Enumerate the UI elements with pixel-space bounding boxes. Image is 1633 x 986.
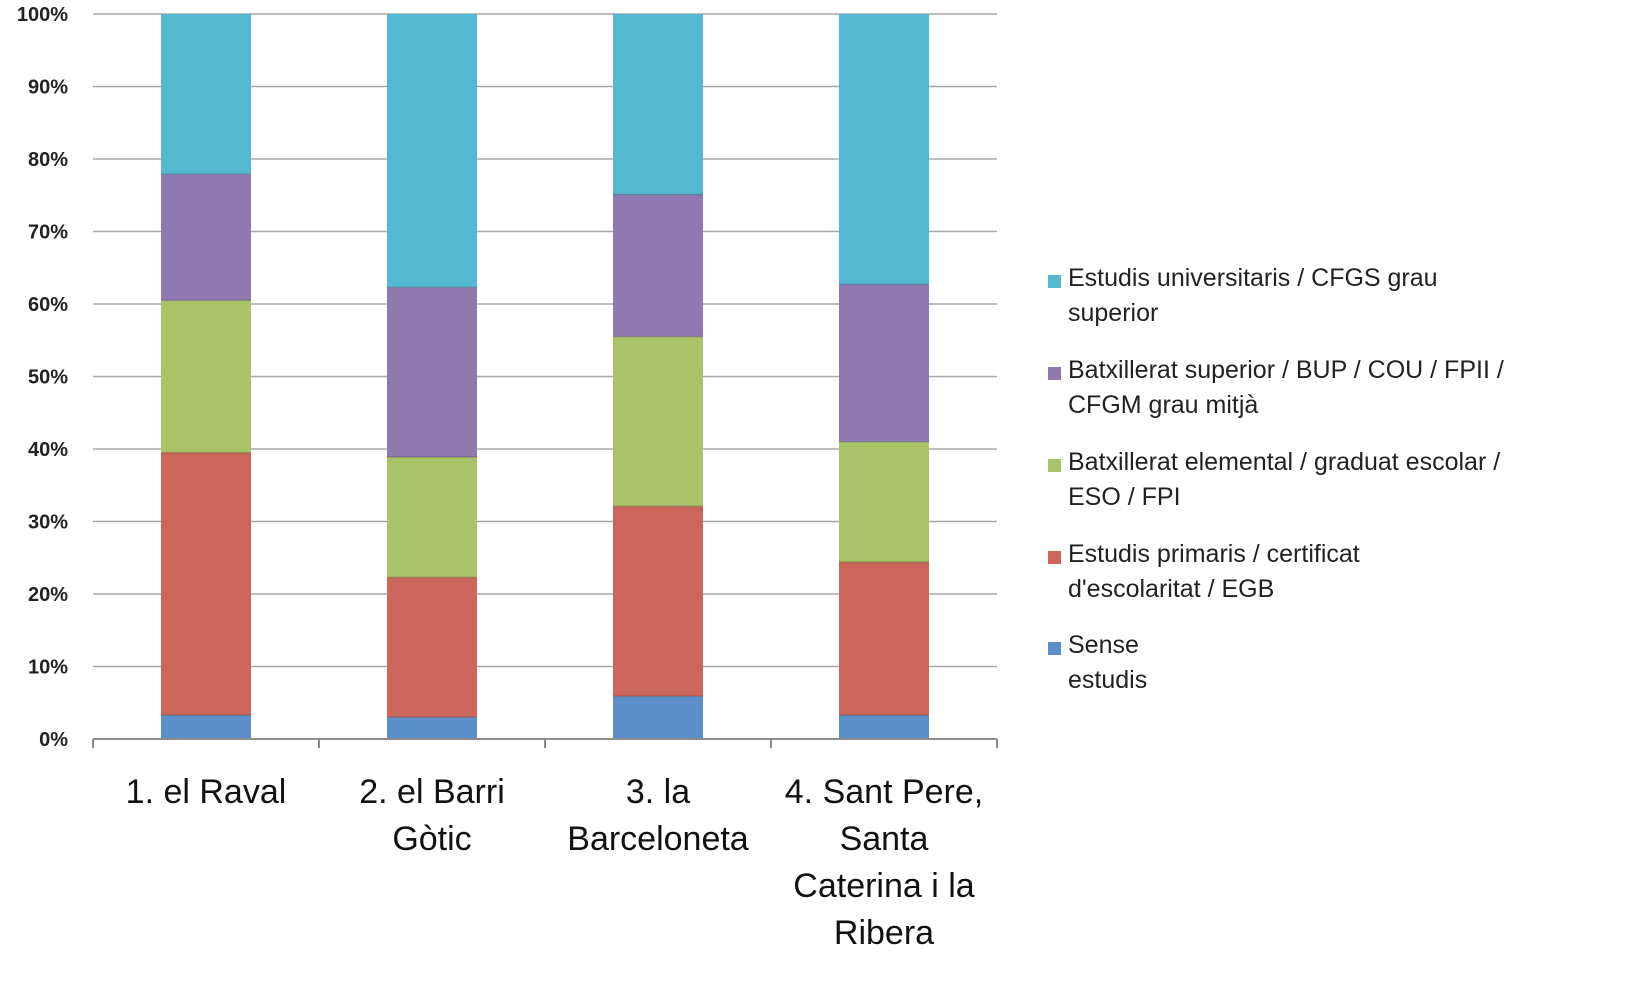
bar-segment: [839, 441, 929, 563]
x-tick-label: 3. la Barceloneta: [567, 773, 749, 858]
bar-segment: [161, 715, 251, 739]
legend-swatch: [1048, 551, 1061, 564]
x-tick-label-line: Ribera: [834, 914, 934, 952]
x-tick-label-line: 3. la: [626, 773, 690, 811]
x-tick-label-line: 2. el Barri: [359, 773, 505, 811]
legend-label-line: estudis: [1068, 666, 1147, 694]
x-tick-label-line: Gòtic: [392, 820, 471, 858]
legend-swatch: [1048, 459, 1061, 472]
y-tick-label: 60%: [28, 294, 68, 316]
x-tick-label-line: Santa: [840, 820, 929, 858]
legend-swatch: [1048, 275, 1061, 288]
bar-segment: [839, 562, 929, 716]
y-axis-tick-labels: 0% 10% 20% 30% 40% 50% 60% 70% 80% 90% 100%: [17, 4, 68, 751]
bar-segment: [839, 14, 929, 285]
bar-segment: [161, 300, 251, 453]
bar-segment: [387, 456, 477, 578]
bar-segment: [161, 174, 251, 301]
legend-label-line: Batxillerat elemental / graduat escolar …: [1068, 448, 1500, 476]
y-tick-label: 70%: [28, 222, 68, 244]
bar-segment: [613, 696, 703, 739]
legend-label-line: CFGM grau mitjà: [1068, 391, 1258, 419]
y-tick-label: 100%: [17, 4, 68, 26]
bar-segment: [161, 14, 251, 175]
x-tick-label: 2. el Barri Gòtic: [359, 773, 505, 858]
legend-label: Batxillerat superior / BUP / COU / FPII …: [1068, 356, 1504, 419]
legend-label-line: ESO / FPI: [1068, 483, 1181, 511]
y-tick-label: 10%: [28, 657, 68, 679]
legend-label-line: superior: [1068, 299, 1158, 327]
legend-swatch: [1048, 642, 1061, 655]
bar-segment: [387, 577, 477, 718]
legend-label-line: Estudis primaris / certificat: [1068, 540, 1360, 568]
x-tick-label-line: Caterina i la: [793, 867, 975, 905]
legend-label-line: Estudis universitaris / CFGS grau: [1068, 264, 1438, 292]
legend-label: Estudis primaris / certificat d'escolarit…: [1068, 540, 1360, 603]
legend: Estudis universitaris / CFGS grau superio…: [1048, 264, 1504, 694]
legend-label: Batxillerat elemental / graduat escolar …: [1068, 448, 1500, 511]
x-tick-label: 4. Sant Pere, Santa Caterina i la Ribera: [785, 773, 983, 952]
bar-segment: [161, 452, 251, 716]
legend-label-line: d'escolaritat / EGB: [1068, 575, 1274, 603]
bar-segment: [387, 14, 477, 288]
legend-swatch: [1048, 367, 1061, 380]
x-tick-label: 1. el Raval: [126, 773, 287, 811]
bars: [161, 14, 929, 739]
y-tick-label: 30%: [28, 512, 68, 534]
bar-segment: [387, 287, 477, 457]
y-tick-label: 90%: [28, 77, 68, 99]
x-axis-tick-labels: 1. el Raval 2. el Barri Gòtic 3. la Barcelon…: [126, 773, 984, 952]
x-tick-label-line: 4. Sant Pere,: [785, 773, 983, 811]
bar-segment: [613, 194, 703, 337]
bar-segment: [613, 506, 703, 697]
bar-segment: [613, 14, 703, 195]
legend-label-line: Batxillerat superior / BUP / COU / FPII …: [1068, 356, 1504, 384]
y-tick-label: 50%: [28, 367, 68, 389]
x-tick-label-line: 1. el Raval: [126, 773, 287, 811]
bar-segment: [387, 717, 477, 739]
y-tick-label: 0%: [39, 729, 68, 751]
legend-label: Estudis universitaris / CFGS grau superio…: [1068, 264, 1438, 327]
legend-label-line: Sense: [1068, 631, 1139, 659]
y-tick-label: 40%: [28, 439, 68, 461]
legend-label: Sense estudis: [1068, 631, 1147, 694]
x-axis: [92, 738, 998, 748]
x-tick-label-line: Barceloneta: [567, 820, 749, 858]
bar-segment: [613, 336, 703, 507]
y-tick-label: 80%: [28, 149, 68, 171]
bar-segment: [839, 715, 929, 739]
bar-segment: [839, 284, 929, 442]
y-tick-label: 20%: [28, 584, 68, 606]
